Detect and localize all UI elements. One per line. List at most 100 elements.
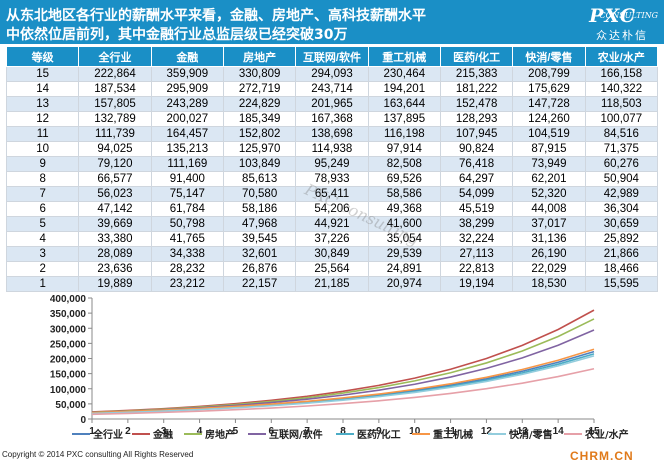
page-title-line-2: 中依然位居前列，其中金融行业总监层级已经突破30万 xyxy=(6,27,348,43)
legend-label: 全行业 xyxy=(92,428,123,441)
level-cell: 11 xyxy=(5,126,80,142)
salary-cell: 97,914 xyxy=(367,141,441,157)
salary-cell: 39,545 xyxy=(222,231,297,247)
salary-cell: 295,909 xyxy=(150,81,224,97)
level-cell: 9 xyxy=(5,156,80,172)
table-row: 7 56,023 75,147 70,580 65,411 58,586 54,099 52,… xyxy=(5,186,659,202)
legend-label: 农业/水产 xyxy=(584,428,629,441)
salary-cell: 24,891 xyxy=(367,261,441,277)
salary-cell: 21,866 xyxy=(584,246,659,262)
level-cell: 13 xyxy=(5,96,80,112)
table-row: 1 19,889 23,212 22,157 21,185 20,974 19,194 18,… xyxy=(5,276,659,292)
salary-cell: 22,157 xyxy=(222,276,297,292)
x-tick-label: 15 xyxy=(588,426,600,437)
salary-cell: 166,158 xyxy=(584,66,659,82)
salary-cell: 22,029 xyxy=(512,261,586,277)
y-tick-label: 50,000 xyxy=(55,400,86,411)
salary-cell: 20,974 xyxy=(367,276,441,292)
salary-table: 等级 全行业 金融 房地产 互联网/软件 重工机械 医药/化工 快消/零售 农业/水产 15 22… xyxy=(5,46,659,292)
table-row: 12 132,789 200,027 185,349 167,368 137,895 128… xyxy=(5,111,659,127)
salary-cell: 95,249 xyxy=(295,156,369,172)
salary-cell: 33,380 xyxy=(78,231,152,247)
column-header: 快消/零售 xyxy=(512,46,586,67)
salary-cell: 78,933 xyxy=(295,171,369,187)
salary-cell: 76,418 xyxy=(439,156,514,172)
column-header: 金融 xyxy=(150,46,224,67)
x-tick-label: 2 xyxy=(125,426,131,437)
salary-cell: 147,728 xyxy=(512,96,586,112)
salary-cell: 52,320 xyxy=(512,186,586,202)
y-tick-label: 100,000 xyxy=(50,385,87,396)
salary-cell: 128,293 xyxy=(439,111,514,127)
salary-cell: 82,508 xyxy=(367,156,441,172)
column-header: 重工机械 xyxy=(367,46,441,67)
salary-cell: 44,008 xyxy=(512,201,586,217)
salary-cell: 22,813 xyxy=(439,261,514,277)
salary-cell: 167,368 xyxy=(295,111,369,127)
salary-line-chart: 0 50,000 100,000 150,000 200,000 250,000 300,0… xyxy=(50,294,629,441)
salary-cell: 272,719 xyxy=(222,81,297,97)
series-line-6 xyxy=(91,355,595,415)
salary-cell: 222,864 xyxy=(78,66,152,82)
y-tick-label: 200,000 xyxy=(50,355,87,366)
salary-cell: 31,136 xyxy=(512,231,586,247)
y-tick-label: 250,000 xyxy=(50,339,87,350)
salary-cell: 21,185 xyxy=(295,276,369,292)
salary-cell: 118,503 xyxy=(584,96,659,112)
legend-label: 金融 xyxy=(152,428,173,441)
salary-cell: 42,989 xyxy=(584,186,659,202)
x-tick-label: 11 xyxy=(445,426,456,437)
salary-cell: 103,849 xyxy=(222,156,297,172)
salary-cell: 230,464 xyxy=(367,66,441,82)
salary-cell: 23,636 xyxy=(78,261,152,277)
salary-cell: 47,142 xyxy=(78,201,152,217)
column-header: 全行业 xyxy=(78,46,152,67)
table-row: 14 187,534 295,909 272,719 243,714 194,201 181… xyxy=(5,81,659,97)
x-tick-label: 1 xyxy=(89,426,95,437)
salary-cell: 132,789 xyxy=(78,111,152,127)
salary-cell: 37,226 xyxy=(295,231,369,247)
table-row: 9 79,120 111,169 103,849 95,249 82,508 76,418 7… xyxy=(5,156,659,172)
salary-cell: 243,289 xyxy=(150,96,224,112)
salary-cell: 28,232 xyxy=(150,261,224,277)
salary-cell: 66,577 xyxy=(78,171,152,187)
salary-cell: 15,595 xyxy=(584,276,659,292)
level-cell: 4 xyxy=(5,231,80,247)
salary-cell: 79,120 xyxy=(78,156,152,172)
salary-cell: 41,600 xyxy=(367,216,441,232)
level-cell: 1 xyxy=(5,276,80,292)
salary-cell: 152,478 xyxy=(439,96,514,112)
salary-cell: 26,876 xyxy=(222,261,297,277)
y-tick-label: 400,000 xyxy=(50,294,87,305)
column-header: 农业/水产 xyxy=(584,46,659,67)
legend-label: 医药/化工 xyxy=(357,428,401,441)
salary-cell: 140,322 xyxy=(584,81,659,97)
salary-cell: 18,530 xyxy=(512,276,586,292)
salary-cell: 47,968 xyxy=(222,216,297,232)
salary-cell: 56,023 xyxy=(78,186,152,202)
salary-cell: 73,949 xyxy=(512,156,586,172)
salary-cell: 104,519 xyxy=(512,126,586,142)
site-watermark: CHRM.CN xyxy=(570,449,634,463)
level-cell: 8 xyxy=(5,171,80,187)
salary-cell: 26,190 xyxy=(512,246,586,262)
level-cell: 2 xyxy=(5,261,80,277)
salary-cell: 181,222 xyxy=(439,81,514,97)
salary-cell: 30,849 xyxy=(295,246,369,262)
page-title-line-1: 从东北地区各行业的薪酬水平来看，金融、房地产、高科技薪酬水平 xyxy=(6,8,426,24)
salary-cell: 330,809 xyxy=(222,66,297,82)
salary-cell: 124,260 xyxy=(512,111,586,127)
x-tick-label: 7 xyxy=(304,426,310,437)
legend-label: 重工机械 xyxy=(433,428,473,441)
series-line-5 xyxy=(91,348,595,414)
series-line-7 xyxy=(91,367,595,416)
salary-cell: 32,224 xyxy=(439,231,514,247)
salary-cell: 41,765 xyxy=(150,231,224,247)
salary-cell: 60,276 xyxy=(584,156,659,172)
pxc-logo: PXC xyxy=(589,5,636,27)
x-tick-label: 3 xyxy=(161,426,167,437)
salary-cell: 49,368 xyxy=(367,201,441,217)
salary-cell: 25,892 xyxy=(584,231,659,247)
salary-cell: 29,539 xyxy=(367,246,441,262)
salary-cell: 84,516 xyxy=(584,126,659,142)
